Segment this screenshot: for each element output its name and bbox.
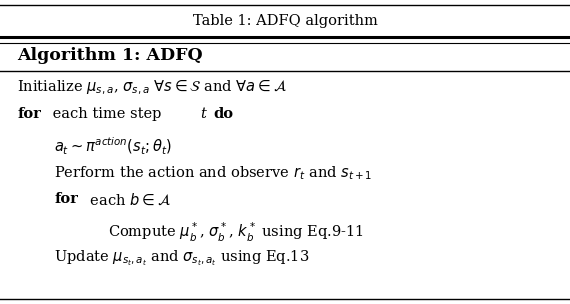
Text: do: do — [214, 107, 234, 121]
Text: for: for — [17, 107, 41, 121]
Text: $a_t \sim \pi^{action}(s_t;\theta_t)$: $a_t \sim \pi^{action}(s_t;\theta_t)$ — [54, 136, 172, 157]
Text: each $b \in \mathcal{A}$: each $b \in \mathcal{A}$ — [85, 192, 171, 208]
Text: t: t — [200, 107, 206, 121]
Text: for: for — [54, 192, 78, 206]
Text: each time step: each time step — [48, 107, 166, 121]
Text: Compute $\mu_b^*$, $\sigma_b^*$, $k_b^*$ using Eq.9-11: Compute $\mu_b^*$, $\sigma_b^*$, $k_b^*$… — [108, 220, 364, 244]
Text: Table 1: ADFQ algorithm: Table 1: ADFQ algorithm — [193, 14, 377, 28]
Text: Perform the action and observe $r_t$ and $s_{t+1}$: Perform the action and observe $r_t$ and… — [54, 164, 372, 181]
Text: Algorithm 1: ADFQ: Algorithm 1: ADFQ — [17, 47, 203, 64]
Text: Initialize $\mu_{s,a}$, $\sigma_{s,a}$ $\forall s \in \mathcal{S}$ and $\forall : Initialize $\mu_{s,a}$, $\sigma_{s,a}$ $… — [17, 79, 287, 97]
Text: Update $\mu_{s_t,a_t}$ and $\sigma_{s_t,a_t}$ using Eq.13: Update $\mu_{s_t,a_t}$ and $\sigma_{s_t,… — [54, 249, 310, 268]
